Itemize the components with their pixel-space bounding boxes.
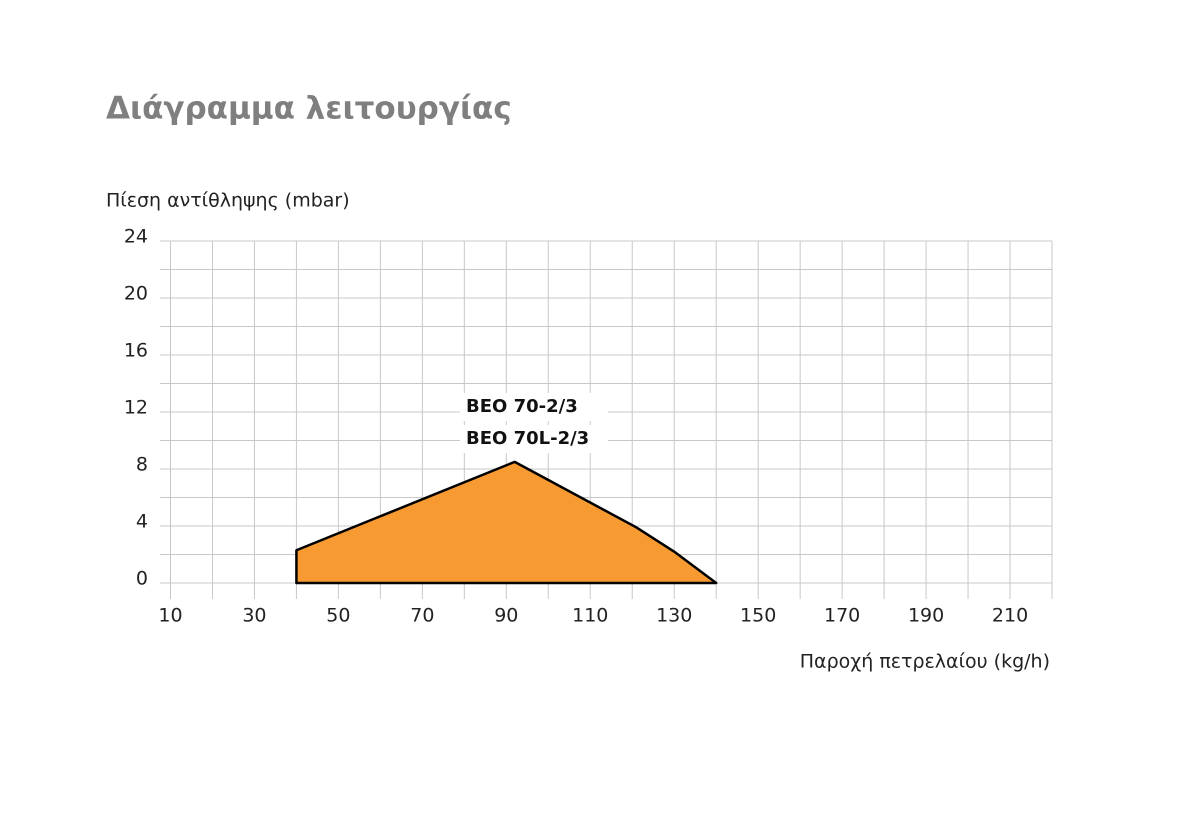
- y-tick-label: 0: [136, 568, 148, 590]
- x-tick-label: 30: [242, 605, 266, 627]
- x-tick-label: 10: [158, 605, 182, 627]
- x-tick-label: 70: [410, 605, 434, 627]
- x-tick-label: 110: [572, 605, 608, 627]
- x-tick-label: 90: [494, 605, 518, 627]
- label-background: [460, 393, 608, 421]
- x-tick-label: 210: [992, 605, 1028, 627]
- y-axis-label: Πίεση αντίθληψης (mbar): [106, 190, 350, 212]
- x-axis-label: Παροχή πετρελαίου (kg/h): [800, 651, 1050, 673]
- y-tick-label: 8: [136, 454, 148, 476]
- x-tick-label: 190: [908, 605, 944, 627]
- y-tick-label: 20: [124, 283, 148, 305]
- area: [295, 460, 718, 585]
- series-label: BEO 70-2/3: [466, 396, 578, 417]
- y-tick-label: 12: [124, 397, 148, 419]
- x-tick-label: 150: [740, 605, 776, 627]
- x-tick-label: 50: [326, 605, 350, 627]
- x-tick-label: 170: [824, 605, 860, 627]
- x-tick-label: 130: [656, 605, 692, 627]
- y-tick-label: 4: [136, 511, 148, 533]
- chart-title: Διάγραμμα λειτουργίας: [106, 91, 512, 127]
- y-tick-label: 24: [124, 226, 148, 248]
- series-label: BEO 70L-2/3: [466, 428, 589, 449]
- label-background: [460, 425, 608, 453]
- y-tick-label: 16: [124, 340, 148, 362]
